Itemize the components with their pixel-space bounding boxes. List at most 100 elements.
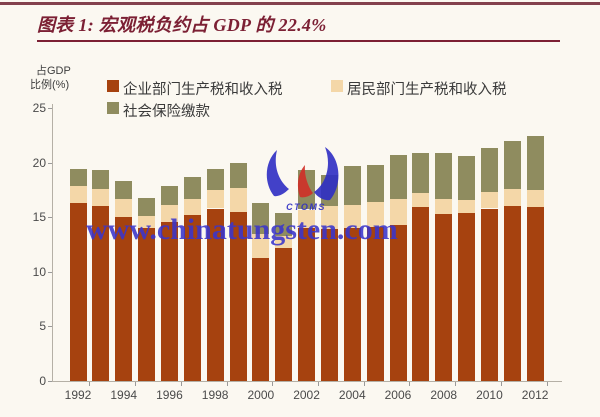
bar-segment-1994-s1 [115,198,133,218]
y-axis-title: 占GDP 比例(%) [30,64,82,92]
x-tick-label: 1996 [156,388,183,402]
y-tick-label: 15 [32,210,46,225]
bar-segment-1996-s0 [160,221,178,381]
y-tick-mark [48,326,52,328]
bar-segment-2007-s0 [412,207,430,381]
x-tick-label: 2006 [384,388,412,402]
bar-segment-2010-s1 [480,192,498,209]
bar-segment-2012-s1 [526,189,544,208]
x-tick-mark [272,382,274,386]
y-tick-label: 20 [32,155,46,170]
legend-swatch-icon [107,102,119,114]
y-tick-label: 0 [39,374,46,388]
watermark-url: www.chinatungsten.com [86,213,398,246]
bar-segment-2003-s0 [320,229,338,381]
bar-segment-2000-s0 [252,257,270,381]
bar-segment-1997-s0 [183,215,201,381]
x-tick-label: 2004 [338,388,366,402]
y-axis-title-line2: 比例(%) [30,79,70,91]
bar-segment-2007-s2 [412,152,430,194]
legend-label: 社会保险缴款 [123,104,210,120]
y-tick-mark [48,108,52,109]
bar-segment-2012-s0 [526,207,544,381]
bar-segment-2006-s2 [389,155,407,199]
y-tick-mark [48,217,52,219]
bar-segment-1992-s1 [69,185,87,203]
bar-segment-1994-s2 [115,181,133,199]
bar-segment-2010-s0 [480,208,498,381]
bar-segment-2004-s1 [343,205,361,229]
bar-segment-1996-s1 [160,205,178,222]
x-tick-label: 1998 [201,388,229,402]
bar-segment-2004-s0 [343,228,361,381]
bar-segment-1992-s0 [69,203,87,381]
x-tick-label: 2008 [430,388,458,402]
x-tick-label: 2002 [293,388,320,402]
y-tick-label: 10 [32,264,46,279]
x-tick-label: 2012 [521,388,549,402]
y-tick-mark [48,271,52,273]
bar-segment-1994-s0 [115,217,133,381]
x-tick-mark [546,382,548,386]
bar-segment-2002-s0 [298,228,316,381]
x-tick-mark [180,382,182,386]
bar-segment-1995-s1 [138,216,156,229]
bar-segment-2004-s2 [343,165,361,206]
top-rule [0,2,600,5]
bar-segment-2011-s0 [503,206,521,381]
legend-swatch-icon [331,80,343,92]
bar-segment-1998-s0 [206,208,224,381]
x-tick-mark [409,382,411,386]
bar-segment-2000-s2 [252,203,270,234]
x-tick-mark [363,382,365,386]
bar-segment-2005-s2 [366,164,384,202]
bar-segment-2007-s1 [412,193,430,208]
bar-segment-1993-s2 [92,170,110,189]
bar-segment-2000-s1 [252,233,270,258]
logo-red-flame [297,165,313,198]
bar-segment-2008-s1 [435,198,453,214]
bar-segment-1998-s1 [206,189,224,209]
x-tick-mark [226,382,228,386]
bar-segment-2001-s0 [275,247,293,381]
bar-segment-1997-s2 [183,176,201,199]
bar-segment-1993-s0 [92,206,110,381]
logo-left-swoosh [266,150,289,197]
x-tick-label: 1992 [64,388,92,402]
bar-segment-1992-s2 [69,169,87,186]
bar-segment-1996-s2 [160,185,178,206]
bar-segment-2002-s1 [298,209,316,229]
bar-segment-1999-s1 [229,187,247,212]
bar-segment-1999-s2 [229,162,247,188]
bar-segment-1999-s0 [229,211,247,381]
x-tick-mark [500,382,502,386]
y-axis-title-line1: 占GDP [36,65,71,77]
x-axis-line [52,381,562,382]
bar-segment-2009-s2 [458,156,476,200]
figure-title: 图表 1: 宏观税负约占 GDP 的 22.4% [37,15,327,35]
x-tick-mark [89,382,91,386]
y-axis-line [52,104,53,381]
bar-segment-1995-s2 [138,197,156,217]
bar-segment-2003-s1 [320,206,338,230]
bar-segment-2005-s1 [366,201,384,227]
tungsten-logo-icon: CTOMS [266,147,339,212]
bar-segment-2009-s0 [458,212,476,381]
bar-segment-1993-s1 [92,188,110,207]
bar-segment-1995-s0 [138,228,156,381]
legend-swatch-icon [107,80,119,92]
bar-segment-2010-s2 [480,148,498,193]
bar-segment-2005-s0 [366,227,384,381]
bar-segment-1997-s1 [183,198,201,215]
bar-segment-2001-s1 [275,235,293,248]
bar-segment-2006-s1 [389,198,407,225]
bar-segment-2006-s0 [389,224,407,381]
y-tick-mark [48,162,52,164]
bar-segment-2011-s2 [503,140,521,189]
y-tick-mark [48,381,52,382]
bar-segment-2008-s2 [435,152,453,199]
x-tick-label: 2000 [247,388,275,402]
x-tick-label: 2010 [476,388,503,402]
x-tick-mark [135,382,137,386]
